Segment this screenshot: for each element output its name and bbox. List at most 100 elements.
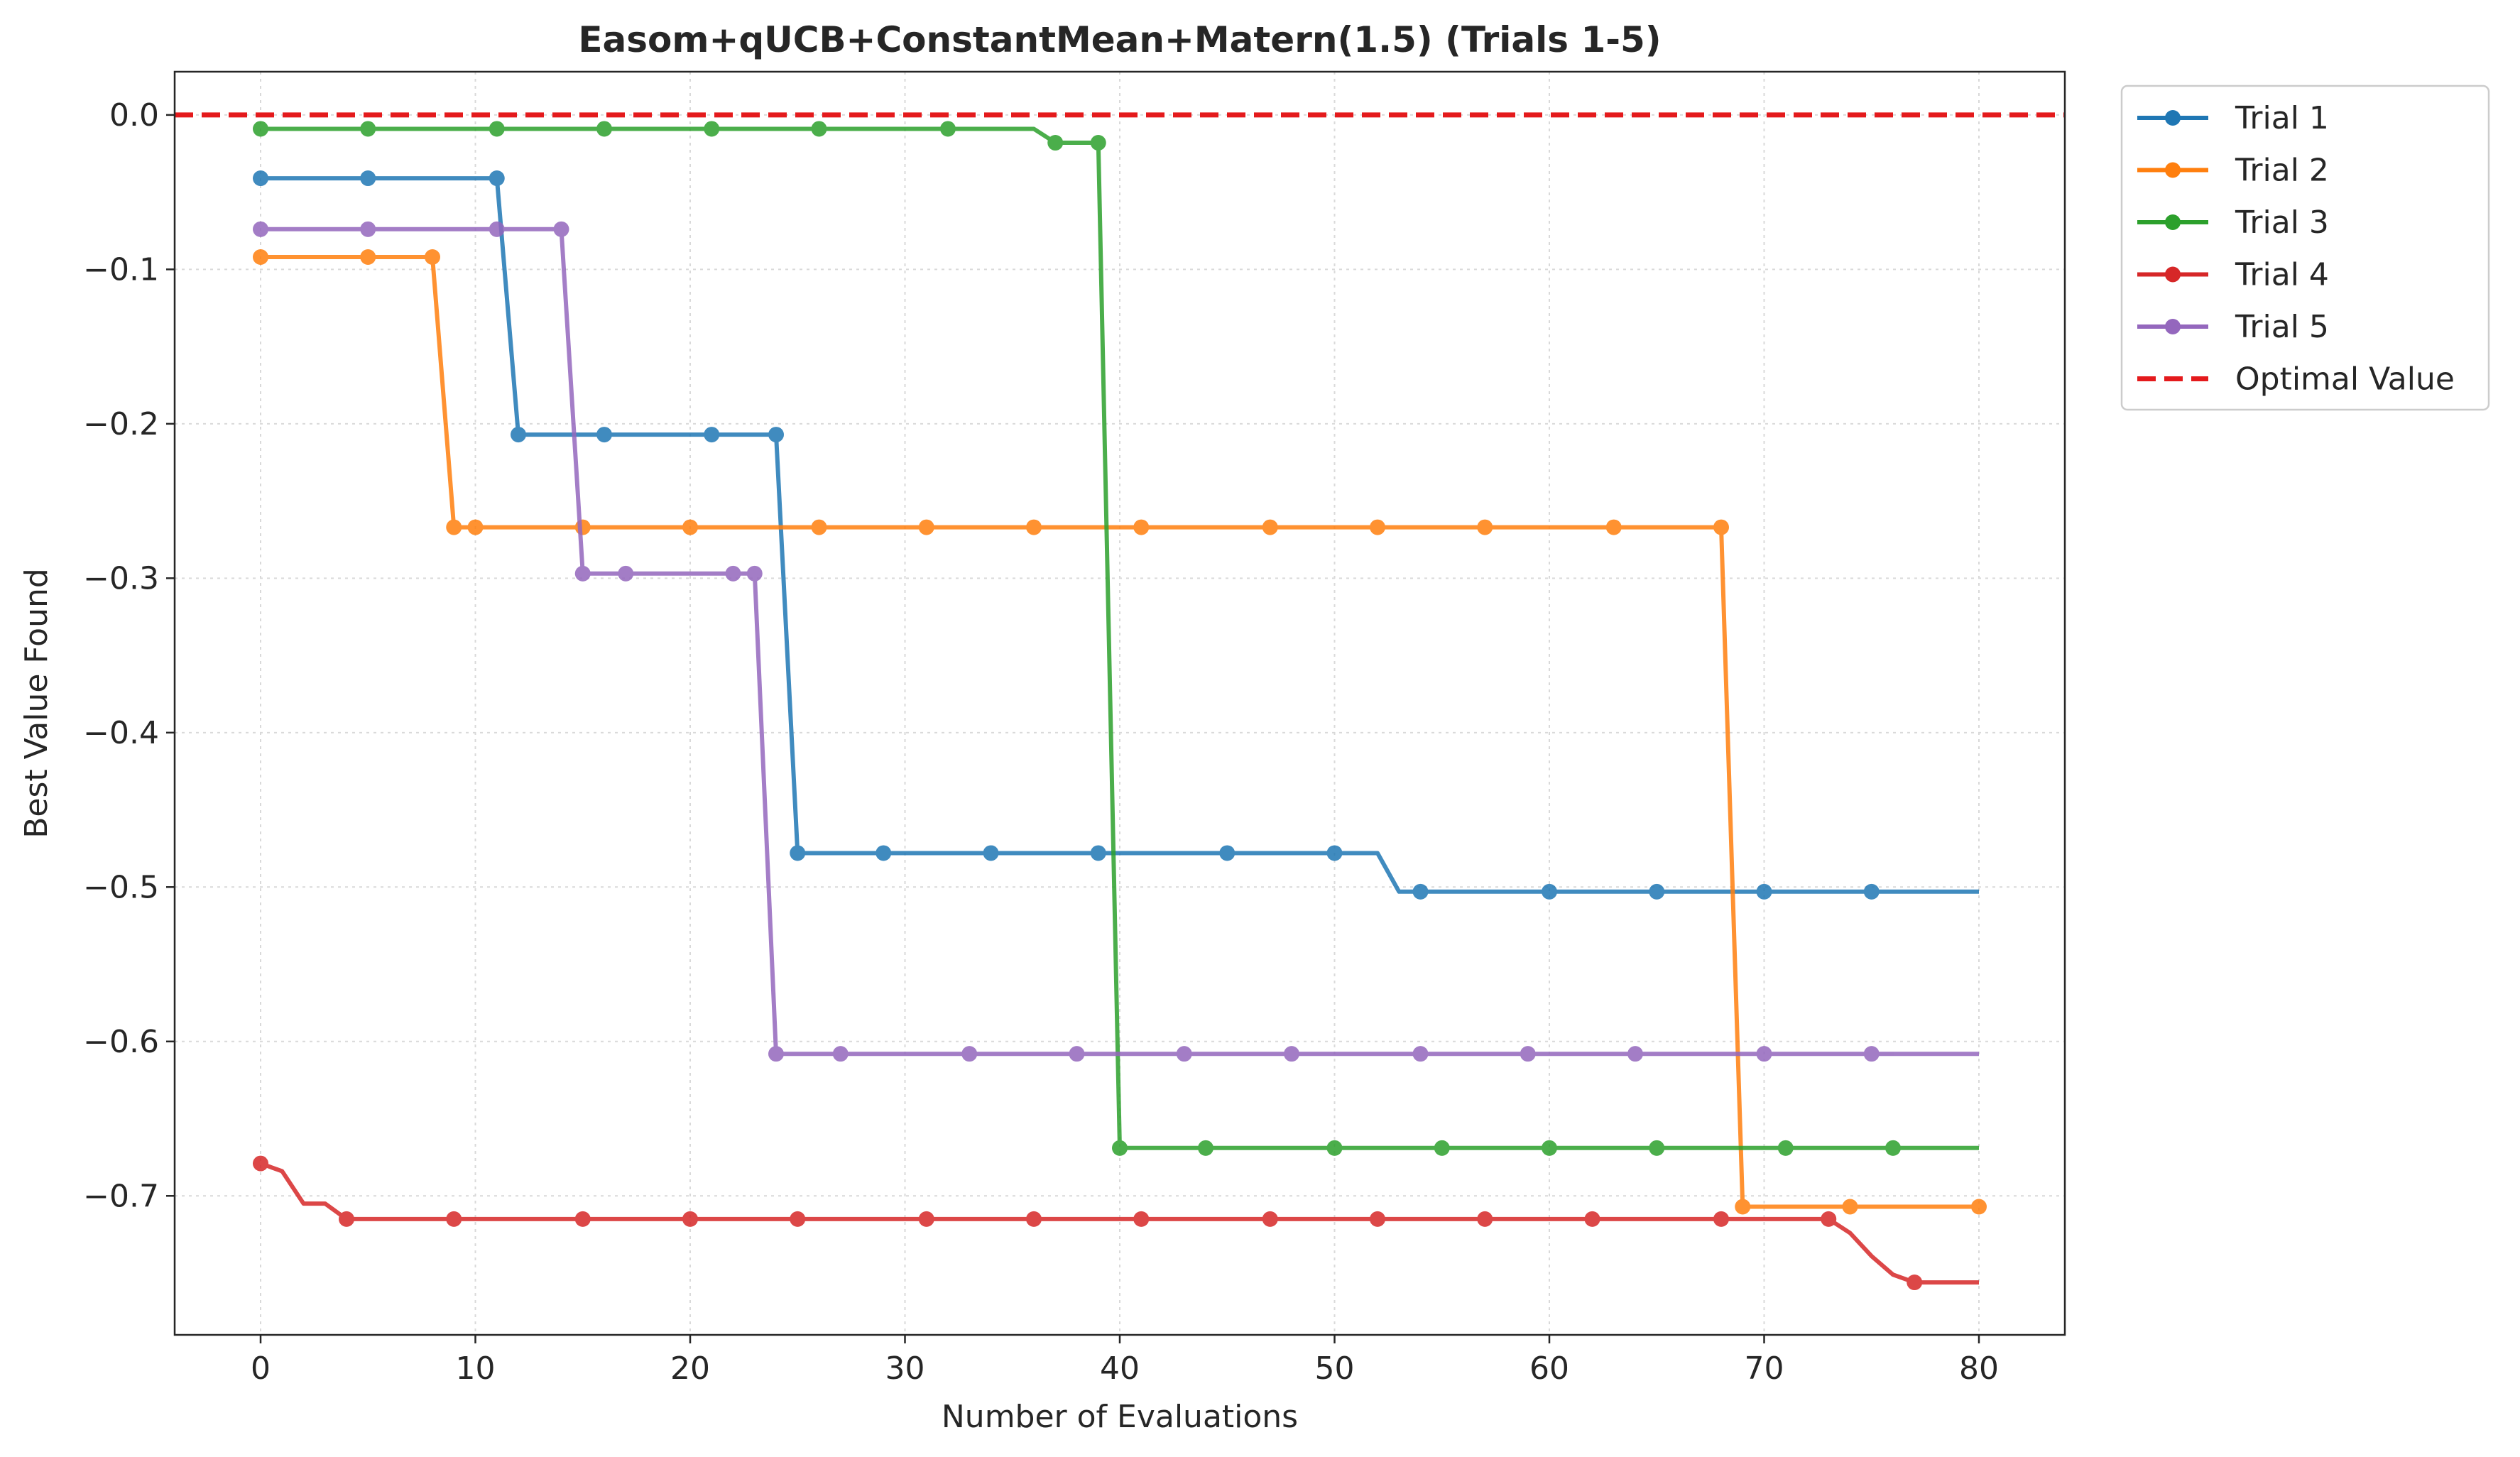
data-point-trial-1 [704,427,720,443]
data-point-trial-1 [1542,883,1557,900]
series-trial-4 [253,1155,1979,1291]
legend-marker-trial-2 [2165,162,2181,178]
data-point-trial-2 [1262,519,1278,535]
chart-title: Easom+qUCB+ConstantMean+Matern(1.5) (Tri… [578,19,1661,60]
legend-marker-trial-5 [2165,319,2181,334]
data-point-trial-4 [1713,1211,1729,1227]
legend-frame [2120,84,2490,411]
data-point-trial-2 [1370,519,1385,535]
x-tick-label: 60 [1529,1350,1569,1387]
data-point-trial-3 [360,121,376,137]
data-point-trial-1 [1863,883,1880,900]
data-point-trial-2 [811,519,827,535]
legend-label-trial-4: Trial 4 [2235,257,2329,293]
series-trial-1 [253,170,1979,900]
data-point-trial-2 [1713,519,1729,535]
data-point-trial-2 [682,519,698,535]
data-point-trial-5 [1176,1046,1192,1062]
y-tick-label: −0.7 [83,1178,159,1214]
data-point-trial-3 [596,121,612,137]
y-tick-label: 0.0 [109,97,159,133]
x-tick-label: 0 [251,1350,271,1387]
data-point-trial-3 [1326,1140,1343,1156]
x-tick-label: 50 [1315,1350,1355,1387]
data-point-trial-1 [983,845,999,861]
data-point-trial-2 [1971,1199,1987,1215]
legend-marker-trial-3 [2165,214,2181,230]
data-point-trial-5 [1069,1046,1085,1062]
data-point-trial-4 [682,1211,698,1227]
y-tick-label: −0.4 [83,715,159,751]
data-point-trial-1 [876,845,892,861]
data-point-trial-4 [1584,1211,1600,1227]
data-point-trial-4 [790,1211,806,1227]
data-point-trial-2 [574,519,591,535]
data-point-trial-4 [1026,1211,1042,1227]
legend-marker-trial-4 [2165,266,2181,283]
data-point-trial-1 [360,170,376,187]
x-axis-label: Number of Evaluations [942,1399,1298,1435]
data-point-trial-4 [253,1155,268,1172]
x-tick-label: 30 [885,1350,925,1387]
data-point-trial-5 [746,565,763,582]
data-point-trial-3 [489,121,505,137]
legend: Trial 1 Trial 2 Trial 3 Trial 4 Trial 5 Optim… [2120,84,2490,411]
data-point-trial-5 [1627,1046,1643,1062]
data-point-trial-4 [1370,1211,1385,1227]
x-tick-label: 40 [1100,1350,1140,1387]
x-axis: 0 10 20 30 40 50 60 70 80 [251,1335,1999,1387]
legend-label-trial-3: Trial 3 [2235,204,2329,241]
data-point-trial-5 [574,565,591,582]
data-point-trial-1 [1219,845,1236,861]
y-tick-label: −0.5 [83,869,159,905]
series-line-trial-2 [261,255,1979,1209]
y-tick-label: −0.3 [83,560,159,596]
series-trial-5 [253,221,1979,1062]
data-point-trial-5 [618,565,634,582]
data-point-trial-4 [574,1211,591,1227]
data-point-trial-3 [940,121,956,137]
data-point-trial-1 [596,427,612,443]
x-tick-label: 20 [670,1350,710,1387]
data-point-trial-2 [425,249,440,265]
data-point-trial-2 [1605,519,1622,535]
series-trial-3 [253,121,1979,1156]
data-point-trial-3 [704,121,720,137]
data-point-trial-2 [467,519,484,535]
data-point-trial-5 [832,1046,849,1062]
data-point-trial-4 [1262,1211,1278,1227]
data-point-trial-2 [446,519,462,535]
data-point-trial-5 [1284,1046,1299,1062]
data-point-trial-3 [1434,1140,1450,1156]
data-point-trial-2 [1477,519,1493,535]
data-point-trial-2 [360,249,376,265]
series-trial-2 [253,249,1987,1215]
data-point-trial-5 [725,565,741,582]
series-line-trial-3 [261,126,1979,1150]
data-point-trial-1 [768,427,784,443]
data-point-trial-5 [1863,1046,1880,1062]
data-point-trial-5 [253,221,268,237]
data-point-trial-4 [339,1211,354,1227]
data-point-trial-1 [489,170,505,187]
data-point-trial-3 [1112,1140,1128,1156]
data-point-trial-5 [961,1046,978,1062]
data-point-trial-5 [489,221,505,237]
data-point-trial-4 [446,1211,462,1227]
data-point-trial-2 [1133,519,1150,535]
legend-label-trial-1: Trial 1 [2235,100,2329,136]
data-point-trial-3 [1047,135,1064,151]
y-axis-label: Best Value Found [18,568,55,839]
data-point-trial-3 [1649,1140,1665,1156]
data-point-trial-1 [253,170,268,187]
data-point-trial-1 [1412,883,1429,900]
legend-label-trial-2: Trial 2 [2235,153,2329,189]
y-tick-label: −0.1 [83,251,159,288]
data-point-trial-5 [360,221,376,237]
data-point-trial-3 [1885,1140,1901,1156]
plot-content [175,112,2065,1291]
data-point-trial-4 [1477,1211,1493,1227]
data-point-trial-2 [253,249,268,265]
data-point-trial-1 [1756,883,1772,900]
